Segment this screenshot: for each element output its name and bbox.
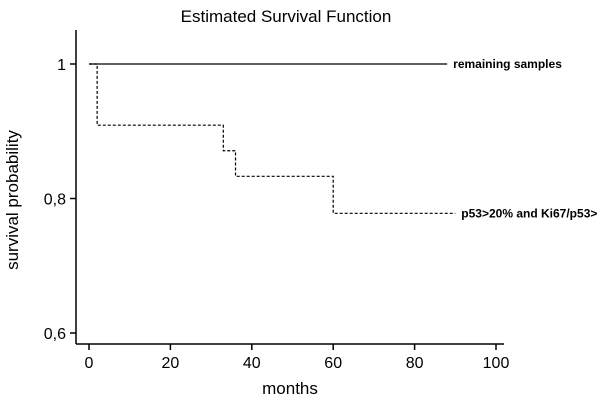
y-axis-ticks: 0,6 0,8 1	[44, 57, 76, 343]
y-tick-label: 1	[57, 57, 66, 74]
y-tick-label: 0,6	[44, 326, 66, 343]
y-axis-label: survival probability	[3, 130, 22, 270]
x-axis-ticks: 0 20 40 60 80 100	[85, 344, 510, 372]
x-tick-label: 20	[162, 355, 180, 372]
x-tick-label: 80	[406, 355, 424, 372]
series-label-1: remaining samples	[453, 57, 562, 71]
plot-frame	[75, 30, 504, 345]
chart-title: Estimated Survival Function	[181, 7, 392, 26]
x-tick-label: 0	[85, 355, 94, 372]
y-tick-label: 0,8	[44, 192, 66, 209]
x-tick-label: 100	[483, 355, 510, 372]
series-label-2: p53>20% and Ki67/p53>	[461, 206, 597, 220]
x-axis-label: months	[262, 379, 318, 398]
x-tick-label: 60	[324, 355, 342, 372]
x-tick-label: 40	[243, 355, 261, 372]
series-line-2	[89, 63, 456, 214]
series-layer: remaining samples p53>20% and Ki67/p53>	[89, 57, 597, 220]
